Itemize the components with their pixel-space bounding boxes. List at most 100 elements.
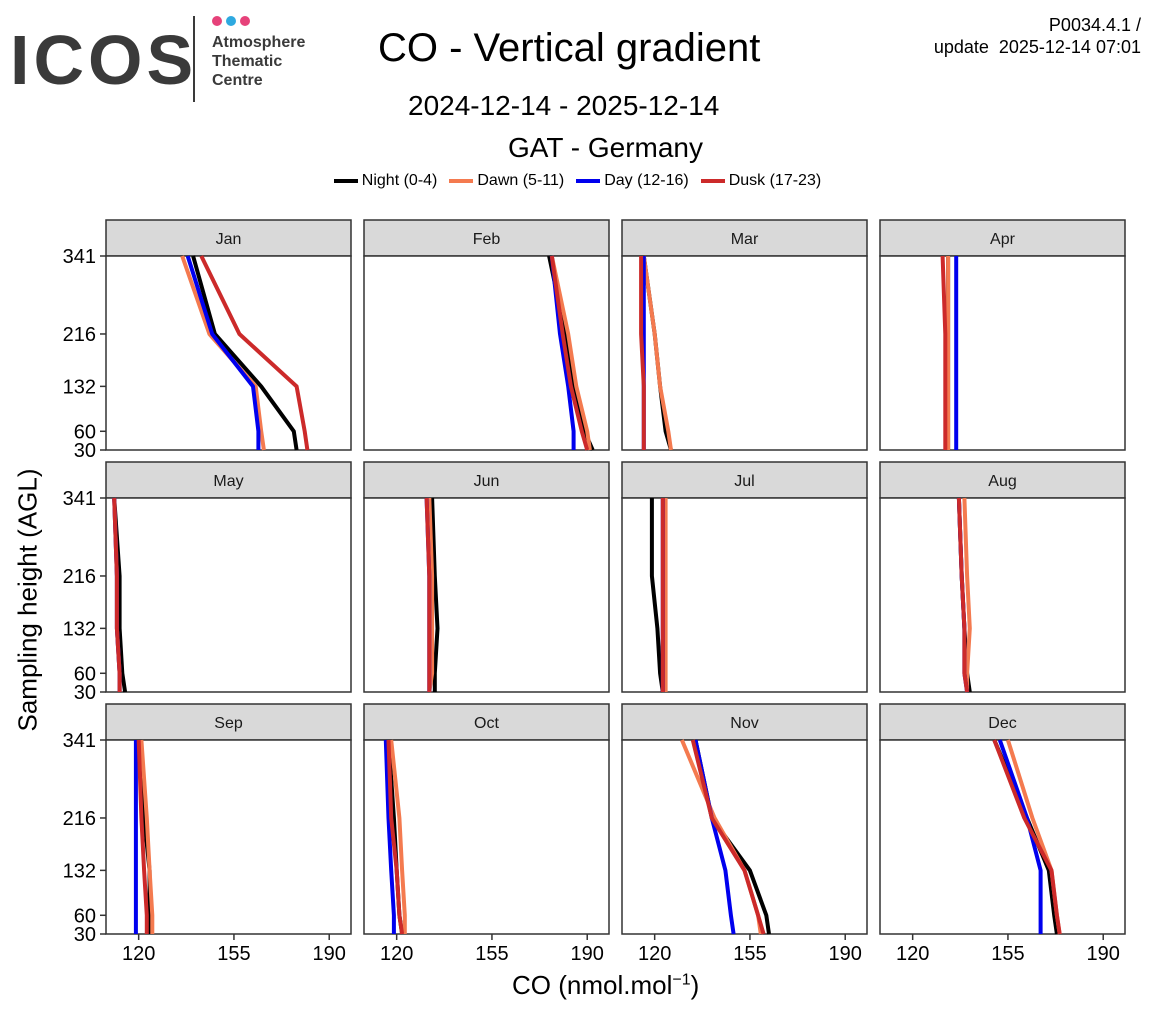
facet-label-apr: Apr: [990, 231, 1016, 248]
facet-strip-jan: [105, 219, 352, 257]
series-line-dusk-mar: [639, 256, 646, 450]
icos-logo: ICOS Atmosphere Thematic Centre: [10, 16, 305, 102]
series-line-dusk-jun: [424, 497, 432, 692]
series-line-night-jun: [430, 497, 440, 692]
x-tick-label: 190: [313, 943, 346, 965]
station-name: GAT - Germany: [508, 132, 704, 163]
facet-label-jan: Jan: [216, 231, 242, 248]
logo-dot-blue: [226, 16, 236, 26]
series-line-day-jan: [185, 255, 261, 450]
facet-label-dec: Dec: [988, 715, 1016, 732]
y-axis-label: Sampling height (AGL): [12, 468, 43, 732]
facet-label-nov: Nov: [730, 715, 758, 732]
x-tick-label: 190: [829, 943, 862, 965]
x-axis-label-text: CO (nmol.mol: [512, 970, 673, 1000]
facet-label-jun: Jun: [474, 473, 500, 490]
facet-strip-jun: [363, 461, 610, 499]
y-tick-label: 132: [63, 376, 96, 398]
logo-dot-pink: [212, 16, 222, 26]
series-line-day-oct: [383, 739, 396, 934]
facet-strip-dec: [879, 703, 1126, 741]
y-tick-label: 30: [74, 682, 96, 704]
series-line-dusk-feb: [549, 255, 590, 451]
facet-strip-apr: [879, 219, 1126, 257]
y-tick-label: 60: [74, 905, 96, 927]
series-line-dusk-jan: [199, 255, 310, 451]
y-tick-label: 132: [63, 618, 96, 640]
series-line-dusk-sep: [136, 739, 149, 934]
x-tick-label: 155: [733, 943, 766, 965]
legend-item-night: Night (0-4): [333, 172, 438, 190]
series-line-dawn-mar: [641, 255, 673, 451]
legend-swatch-dusk: [700, 179, 725, 183]
logo-wordmark: ICOS: [10, 21, 197, 99]
series-line-dusk-may: [112, 497, 122, 692]
logo-line-1: Atmosphere: [212, 34, 305, 51]
series-line-dawn-oct: [389, 739, 407, 934]
legend-item-dusk: Dusk (17-23): [700, 172, 822, 190]
y-tick-label: 341: [63, 488, 96, 510]
facet-panel-mar: [621, 255, 868, 451]
facet-panel-jun: [363, 497, 610, 693]
x-tick-label: 120: [638, 943, 671, 965]
legend: Night (0-4) Dawn (5-11) Day (12-16) Dusk…: [0, 172, 1155, 190]
facet-label-jul: Jul: [734, 473, 754, 490]
legend-label-dusk: Dusk (17-23): [728, 172, 822, 189]
series-line-dusk-oct: [386, 739, 405, 935]
y-tick-label: 341: [63, 246, 96, 268]
series-line-dawn-feb: [549, 255, 592, 451]
facet-panel-dec: [879, 739, 1126, 935]
x-axis-label: CO (nmol.mol−1): [0, 970, 1155, 1001]
product-id: P0034.4.1 /: [1048, 15, 1141, 35]
series-line-dusk-apr: [940, 255, 948, 450]
x-tick-label: 155: [217, 943, 250, 965]
facet-strip-may: [105, 461, 352, 499]
facet-label-mar: Mar: [731, 231, 759, 248]
facet-label-feb: Feb: [473, 231, 501, 248]
logo-line-3: Centre: [212, 72, 263, 89]
y-tick-label: 216: [63, 566, 96, 588]
chart-title: CO - Vertical gradient: [378, 26, 761, 70]
x-tick-label: 190: [571, 943, 604, 965]
x-axis-label-close: ): [690, 970, 700, 1000]
legend-item-dawn: Dawn (5-11): [449, 172, 564, 190]
product-meta: P0034.4.1 / update 2025-12-14 07:01: [934, 14, 1141, 58]
date-range: 2024-12-14 - 2025-12-14: [408, 90, 720, 121]
legend-swatch-dawn: [449, 179, 474, 183]
x-tick-label: 120: [896, 943, 929, 965]
facet-label-may: May: [213, 473, 243, 490]
facet-label-aug: Aug: [988, 473, 1016, 490]
facet-panel-may: [105, 497, 352, 693]
legend-label-dawn: Dawn (5-11): [477, 172, 565, 189]
logo-dot-pink-2: [240, 16, 250, 26]
update-timestamp: update 2025-12-14 07:01: [933, 37, 1141, 57]
series-line-dawn-sep: [139, 739, 155, 934]
legend-swatch-day: [576, 179, 601, 183]
y-tick-label: 30: [74, 924, 96, 946]
legend-label-night: Night (0-4): [361, 172, 438, 189]
series-line-dusk-dec: [992, 739, 1062, 935]
y-tick-label: 216: [63, 808, 96, 830]
facet-label-sep: Sep: [214, 715, 243, 732]
legend-label-day: Day (12-16): [604, 172, 689, 189]
x-tick-label: 155: [991, 943, 1024, 965]
y-tick-label: 60: [74, 421, 96, 443]
x-axis-label-exponent: −1: [672, 971, 691, 989]
series-line-dusk-aug: [956, 497, 970, 693]
series-line-dusk-nov: [690, 739, 766, 935]
facet-label-oct: Oct: [474, 715, 499, 732]
facet-panel-aug: [879, 497, 1126, 693]
legend-swatch-night: [333, 179, 358, 183]
y-tick-label: 60: [74, 663, 96, 685]
y-tick-label: 216: [63, 324, 96, 346]
logo-line-2: Thematic: [212, 53, 282, 70]
series-line-dawn-jan: [180, 255, 266, 451]
y-tick-label: 30: [74, 440, 96, 462]
x-tick-label: 120: [380, 943, 413, 965]
facet-panel-nov: [621, 739, 868, 935]
series-line-night-jan: [191, 255, 299, 451]
facet-panel-apr: [879, 255, 1126, 451]
x-tick-label: 120: [122, 943, 155, 965]
series-line-day-dec: [997, 739, 1043, 934]
